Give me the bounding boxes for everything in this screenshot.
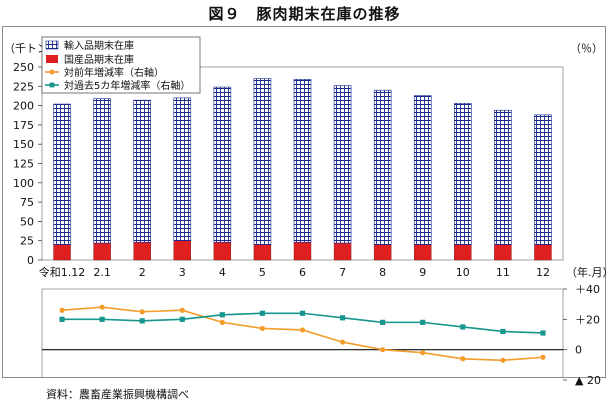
point-5yr-avg — [179, 316, 185, 322]
legend-label-imported: 輸入品期末在庫 — [64, 39, 134, 52]
bar-domestic — [414, 244, 432, 261]
x-tick-label: 9 — [419, 266, 426, 279]
y-tick-label: 100 — [13, 177, 34, 190]
point-5yr-avg — [540, 330, 546, 336]
point-yoy — [139, 309, 145, 315]
bar-imported — [93, 98, 111, 244]
bar-domestic — [53, 244, 71, 261]
bar-imported — [133, 99, 151, 243]
legend-marker-5yr-avg — [49, 82, 55, 88]
point-yoy — [259, 325, 266, 332]
legend-label-domestic: 国産品期末在庫 — [64, 53, 134, 66]
point-5yr-avg — [259, 310, 266, 316]
bar-domestic — [454, 244, 472, 261]
point-yoy — [179, 307, 185, 313]
legend-swatch-domestic — [46, 55, 58, 63]
y-tick-label: 50 — [20, 215, 34, 228]
y-tick-label: 225 — [13, 80, 34, 93]
x-tick-label: 3 — [179, 266, 186, 279]
point-yoy — [339, 339, 346, 345]
point-5yr-avg — [99, 316, 105, 322]
right-y-tick-label: ▲ 20 — [575, 374, 601, 387]
point-5yr-avg — [139, 318, 145, 324]
y-tick-label: 0 — [27, 254, 34, 267]
bar-imported — [373, 89, 392, 245]
point-5yr-avg — [380, 319, 386, 325]
right-y-tick-label: 0 — [575, 344, 582, 357]
point-yoy — [59, 307, 65, 313]
point-5yr-avg — [339, 315, 346, 321]
bar-domestic — [293, 242, 312, 261]
point-5yr-avg — [299, 310, 306, 316]
x-tick-label: 11 — [496, 266, 510, 279]
point-yoy — [500, 357, 506, 363]
x-axis-unit: （年.月） — [566, 265, 609, 279]
source-note: 資料：農畜産業振興機構調べ — [46, 388, 189, 401]
bar-imported — [213, 86, 232, 243]
legend-box — [41, 36, 201, 94]
y-tick-label: 125 — [13, 158, 34, 171]
bar-domestic — [373, 244, 392, 261]
point-yoy — [99, 304, 105, 310]
bar-domestic — [213, 242, 232, 261]
bar-domestic — [253, 244, 272, 261]
y-tick-label: 200 — [13, 100, 34, 113]
legend-label-5yr-avg: 対過去5カ年増減率（右軸） — [64, 79, 190, 92]
y-tick-label: 250 — [13, 61, 34, 74]
point-yoy — [219, 319, 225, 325]
y-tick-label: 175 — [13, 119, 34, 132]
bar-imported — [454, 102, 472, 245]
point-yoy — [299, 327, 306, 333]
bar-imported — [53, 103, 71, 245]
x-tick-label: 5 — [259, 266, 266, 279]
bar-imported — [333, 85, 352, 244]
point-yoy — [380, 347, 386, 353]
right-y-tick-label: ＋40 — [575, 283, 600, 296]
bar-domestic — [93, 242, 111, 261]
y-tick-label: 75 — [20, 196, 34, 209]
point-5yr-avg — [219, 312, 225, 318]
bar-imported — [293, 79, 312, 243]
legend-swatch-imported — [45, 40, 59, 50]
bar-domestic — [173, 240, 191, 261]
x-tick-label: 6 — [299, 266, 306, 279]
point-5yr-avg — [420, 319, 426, 325]
legend-marker-yoy — [49, 69, 55, 75]
y-axis-unit-right: （％） — [570, 42, 603, 55]
x-tick-label: 12 — [536, 266, 550, 279]
bar-domestic — [333, 242, 352, 261]
bar-imported — [534, 114, 552, 245]
point-yoy — [540, 354, 546, 360]
chart-frame — [2, 26, 606, 378]
point-5yr-avg — [500, 328, 506, 335]
bar-imported — [173, 97, 192, 242]
point-yoy — [420, 350, 426, 356]
change-rate-plot: ＋40 ＋20 0 ▲ 20 （％） — [41, 42, 603, 387]
bar-imported — [494, 109, 512, 245]
y-tick-label: 25 — [20, 235, 34, 248]
right-y-tick-label: ＋20 — [575, 313, 600, 326]
x-tick-label: 令和1.12 — [39, 265, 86, 279]
bar-imported — [413, 95, 432, 245]
x-tick-label: 2 — [139, 266, 146, 279]
x-tick-label: 7 — [339, 266, 346, 279]
x-tick-label: 10 — [456, 266, 470, 279]
bar-imported — [253, 78, 272, 245]
bar-domestic — [534, 244, 552, 261]
bar-domestic — [494, 244, 512, 261]
bar-domestic — [133, 242, 151, 261]
x-tick-label: 8 — [379, 266, 386, 279]
point-yoy — [460, 356, 466, 362]
x-tick-label: 2.1 — [93, 266, 111, 279]
x-tick-label: 4 — [219, 266, 226, 279]
legend-label-yoy: 対前年増減率（右軸） — [64, 66, 164, 79]
point-5yr-avg — [59, 316, 65, 322]
y-tick-label: 150 — [13, 138, 34, 151]
point-5yr-avg — [460, 324, 466, 330]
chart-title: 図９ 豚肉期末在庫の推移 — [208, 5, 401, 23]
